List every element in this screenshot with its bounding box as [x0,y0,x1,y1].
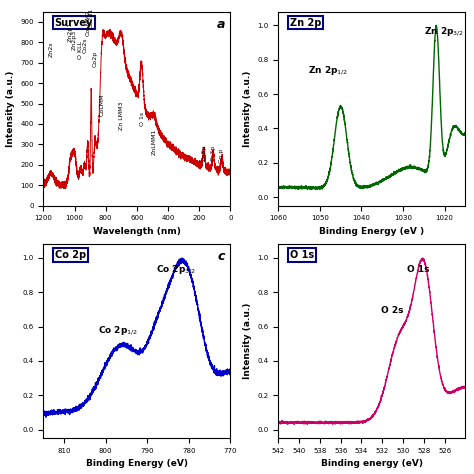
Text: CoLMM2: CoLMM2 [85,9,91,36]
Text: O 1s: O 1s [407,264,430,273]
Text: Zn 2p: Zn 2p [290,18,321,27]
Text: Co 2p$_{3/2}$: Co 2p$_{3/2}$ [156,263,196,276]
X-axis label: Binding energy (eV): Binding energy (eV) [321,459,423,468]
Y-axis label: Intensity (a.u.): Intensity (a.u.) [243,71,252,147]
Text: Zn 2p$_{3/2}$: Zn 2p$_{3/2}$ [424,25,464,38]
Text: Co2p: Co2p [93,51,98,67]
Text: Zn2p1: Zn2p1 [68,22,73,42]
Text: O 2s: O 2s [382,306,404,315]
Text: CoLMM: CoLMM [100,93,105,116]
Text: ZnLMM1: ZnLMM1 [152,128,157,155]
Text: Zn3p: Zn3p [201,145,207,161]
Text: Zn 2p$_{1/2}$: Zn 2p$_{1/2}$ [308,64,348,77]
Text: Co2s: Co2s [82,37,87,53]
X-axis label: Binding Energy (eV ): Binding Energy (eV ) [319,227,424,236]
X-axis label: Wavelength (nm): Wavelength (nm) [93,227,181,236]
Text: Co 2p$_{1/2}$: Co 2p$_{1/2}$ [98,325,138,337]
Text: Co3p: Co3p [211,145,216,161]
Text: O 1s: O 1s [139,112,145,126]
Text: c: c [218,250,225,263]
Text: a: a [217,18,225,30]
Y-axis label: Intensity (a.u.): Intensity (a.u.) [243,303,252,379]
Text: O KLL: O KLL [78,41,83,59]
Text: Zn LMM3: Zn LMM3 [119,101,124,130]
Text: Survey: Survey [55,18,93,27]
Y-axis label: Intensity (a.u.): Intensity (a.u.) [6,71,15,147]
Text: Co 2p: Co 2p [55,250,86,260]
X-axis label: Binding Energy (eV): Binding Energy (eV) [86,459,188,468]
Text: Co2p1: Co2p1 [89,8,94,28]
Text: O 1s: O 1s [290,250,314,260]
Text: Zn2s: Zn2s [49,41,54,56]
Text: Co p: Co p [219,148,224,163]
Text: Zn2p3: Zn2p3 [72,30,77,51]
